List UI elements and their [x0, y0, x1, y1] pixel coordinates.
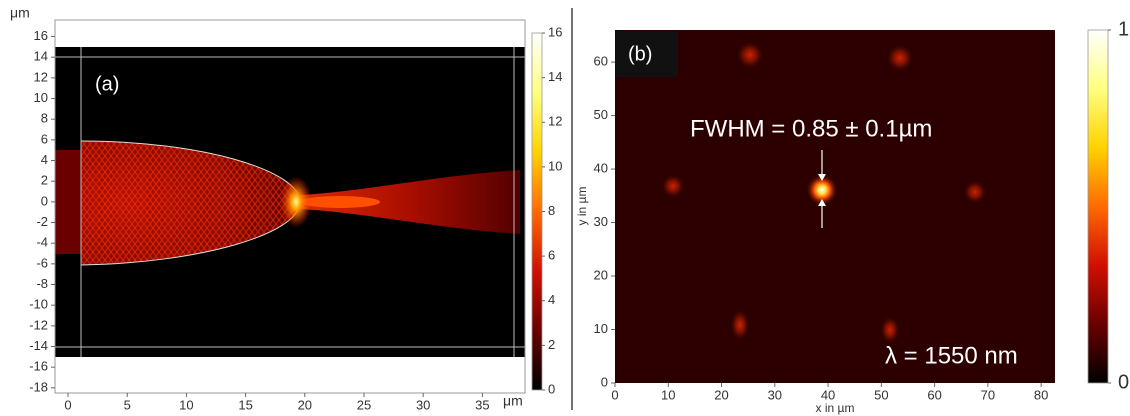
x-tick-label: 20: [298, 397, 312, 412]
field-b: [615, 30, 1055, 383]
x-unit: μm: [503, 393, 523, 409]
y-tick-label: 60: [594, 54, 608, 69]
y-tick-label: 20: [594, 267, 608, 282]
x-tick-label: 30: [416, 397, 430, 412]
panel-label: (b): [628, 43, 652, 65]
x-tick-label: 10: [179, 397, 193, 412]
x-tick-label: 10: [661, 387, 675, 402]
x-tick-label: 25: [357, 397, 371, 412]
colorbar-tick-label: 6: [548, 248, 555, 263]
y-tick-label: 8: [41, 111, 48, 126]
y-tick-label: -2: [36, 214, 48, 229]
y-tick-label: 12: [34, 69, 48, 84]
annotation: FWHM = 0.85 ± 0.1µm: [690, 115, 932, 142]
y-tick-label: 0: [601, 374, 608, 389]
y-tick-label: 30: [594, 214, 608, 229]
colorbar: [1087, 29, 1109, 384]
colorbar: [531, 32, 543, 391]
y-tick-label: 10: [34, 90, 48, 105]
x-tick-label: 20: [714, 387, 728, 402]
colorbar-tick-label: 10: [548, 158, 562, 173]
y-tick-label: 40: [594, 160, 608, 175]
x-tick-label: 40: [821, 387, 835, 402]
y-tick-label: 2: [41, 173, 48, 188]
y-tick-label: -14: [29, 338, 48, 353]
y-tick-label: 14: [34, 49, 48, 64]
colorbar-tick-label: 0: [548, 381, 555, 396]
y-tick-label: -8: [36, 276, 48, 291]
x-tick-label: 0: [64, 397, 71, 412]
x-tick-label: 15: [238, 397, 252, 412]
colorbar-tick-label: 16: [548, 24, 562, 39]
annotation: λ = 1550 nm: [885, 342, 1018, 369]
colorbar-tick-label: 12: [548, 114, 562, 129]
colorbar-tick-label: 0: [1118, 371, 1129, 393]
y-tick-label: -12: [29, 317, 48, 332]
y-tick-label: -16: [29, 359, 48, 374]
y-unit: μm: [10, 5, 30, 21]
x-axis-label: x in µm: [816, 401, 855, 415]
x-tick-label: 70: [981, 387, 995, 402]
x-tick-label: 30: [768, 387, 782, 402]
x-tick-label: 80: [1034, 387, 1048, 402]
y-tick-label: -4: [36, 235, 48, 250]
y-tick-label: 6: [41, 131, 48, 146]
field-a: [54, 19, 526, 394]
y-tick-label: 4: [41, 152, 48, 167]
y-tick-label: -18: [29, 379, 48, 394]
colorbar-tick-label: 14: [548, 69, 562, 84]
colorbar-tick-label: 2: [548, 337, 555, 352]
x-tick-label: 60: [927, 387, 941, 402]
x-tick-label: 0: [611, 387, 618, 402]
x-tick-label: 5: [124, 397, 131, 412]
colorbar-tick-label: 1: [1118, 18, 1129, 40]
y-tick-label: -6: [36, 255, 48, 270]
y-axis-label: y in µm: [575, 187, 589, 226]
y-tick-label: 50: [594, 107, 608, 122]
x-tick-label: 35: [475, 397, 489, 412]
y-tick-label: -10: [29, 297, 48, 312]
y-tick-label: 0: [41, 193, 48, 208]
y-tick-label: 10: [594, 321, 608, 336]
panel-label: (a): [95, 73, 119, 95]
colorbar-tick-label: 8: [548, 203, 555, 218]
colorbar-tick-label: 4: [548, 292, 555, 307]
x-tick-label: 50: [874, 387, 888, 402]
y-tick-label: 16: [34, 28, 48, 43]
